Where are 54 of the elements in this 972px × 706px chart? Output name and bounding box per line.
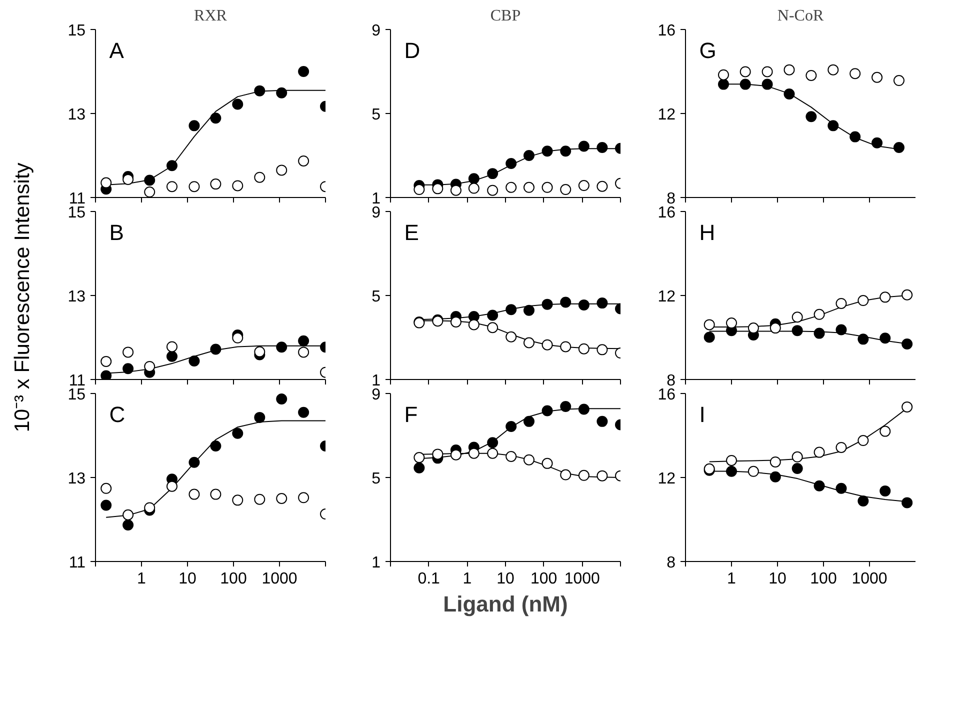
annotation: A (109, 38, 124, 63)
y-tick-label: 15 (68, 22, 86, 40)
annotation: H (699, 220, 716, 245)
annotation: B (109, 220, 124, 245)
y-tick-label: 12 (658, 106, 676, 124)
y-tick-label: 13 (68, 470, 86, 488)
x-tick-label: 1 (137, 570, 146, 588)
annotation: C (109, 402, 126, 427)
y-tick-label: 16 (658, 386, 676, 404)
y-tick-label: 11 (68, 190, 86, 208)
annotation: I (699, 402, 706, 427)
y-tick-label: 9 (372, 22, 381, 40)
y-tick-label: 13 (68, 288, 86, 306)
y-tick-label: 13 (68, 106, 86, 124)
chart-title: N-CoR (777, 8, 824, 24)
x-tick-label: 1000 (262, 570, 298, 588)
y-tick-label: 11 (68, 372, 86, 390)
chart-title: CBP (490, 8, 521, 24)
x-tick-label: 100 (810, 570, 837, 588)
y-tick-label: 16 (658, 204, 676, 222)
y-tick-label: 15 (68, 204, 86, 222)
x-tick-label: 100 (530, 570, 558, 588)
y-tick-label: 8 (666, 190, 676, 208)
x-tick-label: 1000 (852, 570, 888, 588)
x-tick-label: 10 (496, 570, 514, 588)
x-tick-label: 10 (768, 570, 786, 588)
x-axis-title: Ligand (nM) (443, 592, 568, 616)
y-tick-label: 16 (658, 22, 676, 40)
y-tick-label: 1 (372, 190, 381, 208)
x-tick-label: 0.1 (418, 570, 440, 588)
x-tick-label: 10 (178, 570, 196, 588)
y-tick-label: 15 (68, 386, 86, 404)
annotation: D (404, 38, 420, 63)
x-tick-label: 1000 (564, 570, 600, 588)
y-tick-label: 8 (666, 372, 676, 390)
y-tick-label: 12 (658, 288, 676, 306)
y-axis-title: 10⁻³ x Fluorescence Intensity (11, 162, 34, 432)
y-tick-label: 9 (372, 386, 381, 404)
y-tick-label: 12 (658, 470, 676, 488)
y-tick-label: 8 (666, 554, 676, 572)
y-tick-label: 1 (372, 372, 381, 390)
y-tick-label: 5 (372, 288, 381, 306)
annotation: E (404, 220, 419, 245)
y-tick-label: 9 (372, 204, 381, 222)
x-tick-label: 1 (727, 570, 736, 588)
x-tick-label: 1 (462, 570, 472, 588)
y-tick-label: 1 (372, 554, 381, 572)
annotation: F (404, 402, 418, 427)
y-tick-label: 11 (68, 554, 86, 572)
y-tick-label: 5 (372, 470, 381, 488)
annotation: G (699, 38, 716, 63)
y-tick-label: 5 (372, 106, 381, 124)
chart-title: RXR (194, 8, 228, 24)
x-tick-label: 100 (220, 570, 247, 588)
